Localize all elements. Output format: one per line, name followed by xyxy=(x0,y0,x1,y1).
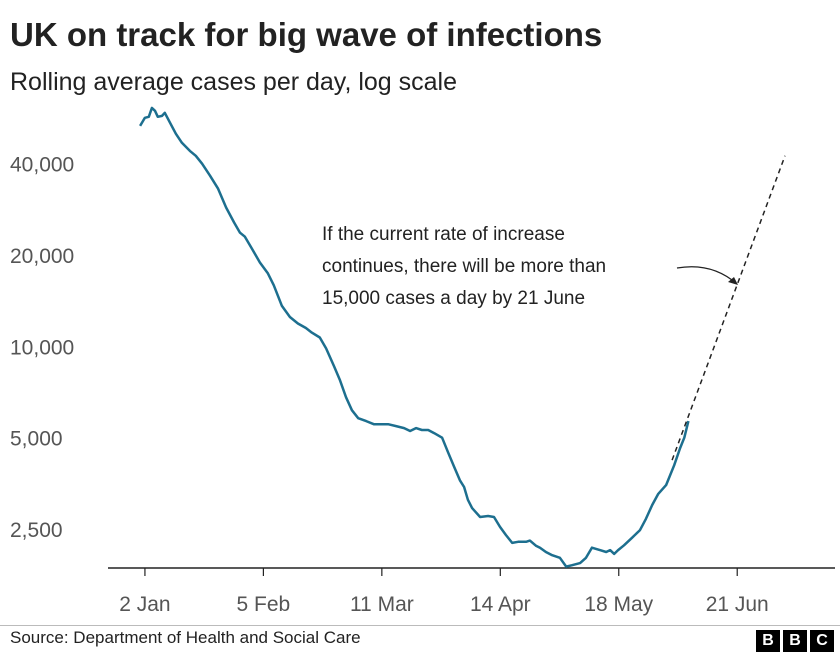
y-tick-label: 5,000 xyxy=(10,428,63,451)
arrowhead-icon xyxy=(728,277,738,285)
x-tick-label: 21 Jun xyxy=(706,593,769,616)
x-tick-label: 11 Mar xyxy=(350,593,414,616)
chart-subtitle: Rolling average cases per day, log scale xyxy=(10,68,458,96)
annotation-text: 15,000 cases a day by 21 June xyxy=(322,288,585,309)
plot-area: 2,500 5,000 10,000 20,000 40,000 2 Jan 5 Feb 11… xyxy=(10,106,835,616)
source-note: Source: Department of Health and Social … xyxy=(10,628,361,647)
y-tick-label: 40,000 xyxy=(10,154,74,177)
annotation-arrow xyxy=(676,266,738,285)
x-tick-label: 14 Apr xyxy=(470,593,531,616)
x-tick-label: 5 Feb xyxy=(237,593,291,616)
bbc-logo-letter: B xyxy=(756,630,780,652)
y-tick-label: 20,000 xyxy=(10,245,74,268)
annotation-text: continues, there will be more than xyxy=(322,256,606,277)
bbc-logo-letter: B xyxy=(783,630,807,652)
y-tick-label: 2,500 xyxy=(10,519,63,542)
cases-line xyxy=(139,106,690,568)
bbc-logo-letter: C xyxy=(810,630,834,652)
projection-line xyxy=(671,155,786,461)
annotation-text: If the current rate of increase xyxy=(322,224,565,245)
x-tick-label: 18 May xyxy=(584,593,653,616)
y-tick-label: 10,000 xyxy=(10,336,74,359)
footer-divider xyxy=(0,625,840,626)
chart-title: UK on track for big wave of infections xyxy=(10,16,603,53)
x-tick-label: 2 Jan xyxy=(119,593,170,616)
bbc-logo: B B C xyxy=(756,630,834,652)
